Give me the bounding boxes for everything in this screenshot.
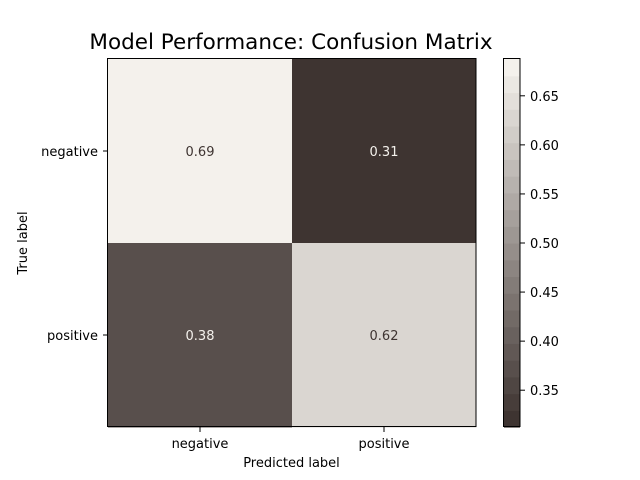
- colorbar-band: [504, 75, 520, 94]
- colorbar-band: [504, 226, 520, 244]
- colorbar-tick-label: 0.45: [530, 286, 559, 301]
- colorbar-band: [504, 293, 520, 311]
- heatmap-cell-negative-negative: [108, 59, 293, 244]
- colorbar-band: [504, 259, 520, 278]
- chart-title: Model Performance: Confusion Matrix: [89, 30, 492, 55]
- colorbar-band: [504, 59, 520, 77]
- colorbar-ticks: 0.35 0.40 0.45 0.50 0.55 0.60 0.65: [520, 90, 559, 399]
- colorbar-band: [504, 109, 520, 127]
- colorbar-band: [504, 276, 520, 294]
- colorbar-tick-label: 0.55: [530, 188, 559, 203]
- plot-frame: [107, 58, 477, 427]
- colorbar-tick-label: 0.65: [530, 90, 559, 105]
- colorbar-band: [504, 192, 520, 211]
- heatmap-cell-positive-positive: [292, 243, 477, 428]
- heatmap-cells: [108, 59, 477, 428]
- colorbar-band: [504, 243, 520, 261]
- colorbar-band: [504, 376, 520, 395]
- y-axis-label: True label: [16, 211, 31, 275]
- colorbar-band: [504, 410, 520, 428]
- colorbar-tick-label: 0.50: [530, 237, 559, 252]
- y-tick-label: negative: [41, 145, 98, 160]
- colorbar-band: [504, 360, 520, 378]
- colorbar-band: [504, 326, 520, 344]
- heatmap-cell-negative-positive: [292, 59, 477, 244]
- colorbar-band: [504, 343, 520, 361]
- y-tick-label: positive: [47, 329, 98, 344]
- colorbar-tick-label: 0.35: [530, 384, 559, 399]
- colorbar-band: [504, 309, 520, 328]
- y-axis-ticks: negative positive: [41, 145, 108, 344]
- cell-value-label: 0.38: [186, 329, 215, 344]
- colorbar-band: [504, 393, 520, 411]
- x-axis-label: Predicted label: [243, 456, 340, 471]
- heatmap-cell-labels: 0.69 0.31 0.38 0.62: [186, 145, 399, 344]
- cell-value-label: 0.69: [186, 145, 215, 160]
- colorbar-band: [504, 92, 520, 110]
- colorbar: [504, 59, 520, 428]
- x-tick-label: negative: [172, 437, 229, 452]
- colorbar-tick-label: 0.40: [530, 335, 559, 350]
- x-axis-ticks: negative positive: [172, 427, 410, 452]
- x-tick-label: positive: [359, 437, 410, 452]
- colorbar-band: [504, 209, 520, 227]
- colorbar-band: [504, 125, 520, 144]
- cell-value-label: 0.31: [370, 145, 399, 160]
- colorbar-tick-label: 0.60: [530, 139, 559, 154]
- colorbar-band: [504, 176, 520, 194]
- colorbar-band: [504, 159, 520, 177]
- colorbar-band: [504, 142, 520, 160]
- heatmap-cell-positive-negative: [108, 243, 293, 428]
- cell-value-label: 0.62: [370, 329, 399, 344]
